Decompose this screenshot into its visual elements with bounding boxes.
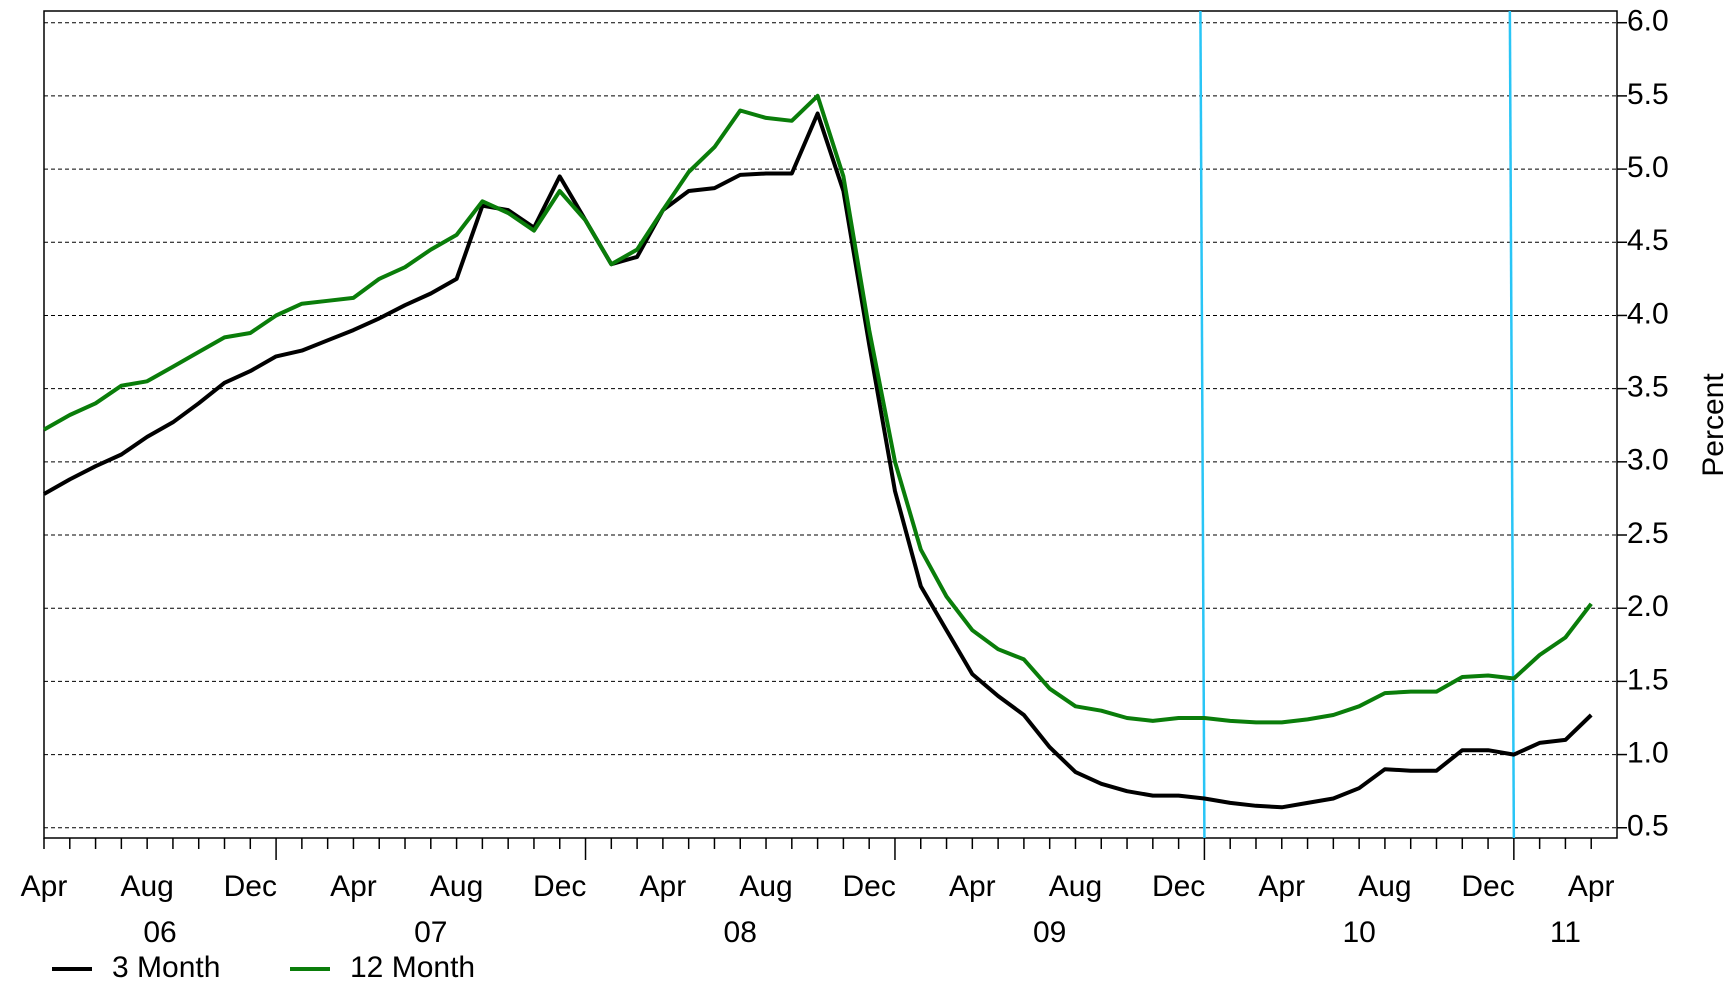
x-tick-label: Apr [640,870,687,903]
y-tick-label: 4.5 [1627,224,1669,257]
legend-label: 3 Month [112,951,220,983]
x-tick-label: Apr [330,870,377,903]
y-tick-label: 5.0 [1627,151,1669,184]
x-tick-label: Aug [430,870,483,903]
series-line [43,111,1593,810]
y-tick-label: 2.0 [1627,590,1669,623]
reference-line [1508,10,1516,839]
legend-label: 12 Month [350,951,475,983]
x-tick-label: Aug [739,870,792,903]
x-tick-label: Aug [1358,870,1411,903]
y-tick-label: 4.0 [1627,297,1669,330]
y-tick-label: 6.0 [1627,5,1669,38]
y-tick-label: 2.5 [1627,517,1669,550]
x-tick-label: Dec [1461,870,1514,903]
series-line [43,93,1593,725]
x-tick-label: Apr [1258,870,1305,903]
y-axis-label: Percent [1697,373,1730,477]
x-tick-label: Apr [949,870,996,903]
y-tick-label: 3.0 [1627,444,1669,477]
year-label: 11 [1550,916,1581,949]
plot-frame [43,10,1618,839]
x-tick-label: Aug [1049,870,1102,903]
x-tick-label: Apr [1568,870,1615,903]
year-label: 10 [1342,916,1375,949]
x-tick-label: Aug [120,870,173,903]
y-tick-label: 5.5 [1627,78,1669,111]
x-tick-label: Apr [21,870,68,903]
x-tick-label: Dec [224,870,277,903]
x-tick-label: Dec [843,870,896,903]
y-tick-label: 1.0 [1627,736,1669,769]
year-label: 06 [143,916,176,949]
y-tick-label: 1.5 [1627,663,1669,696]
year-label: 09 [1033,916,1066,949]
x-tick-label: Dec [1152,870,1205,903]
y-tick-label: 0.5 [1627,810,1669,843]
y-tick-label: 3.5 [1627,371,1669,404]
x-tick-label: Dec [533,870,586,903]
reference-line [1199,10,1206,839]
year-label: 08 [724,916,757,949]
year-label: 07 [414,916,447,949]
